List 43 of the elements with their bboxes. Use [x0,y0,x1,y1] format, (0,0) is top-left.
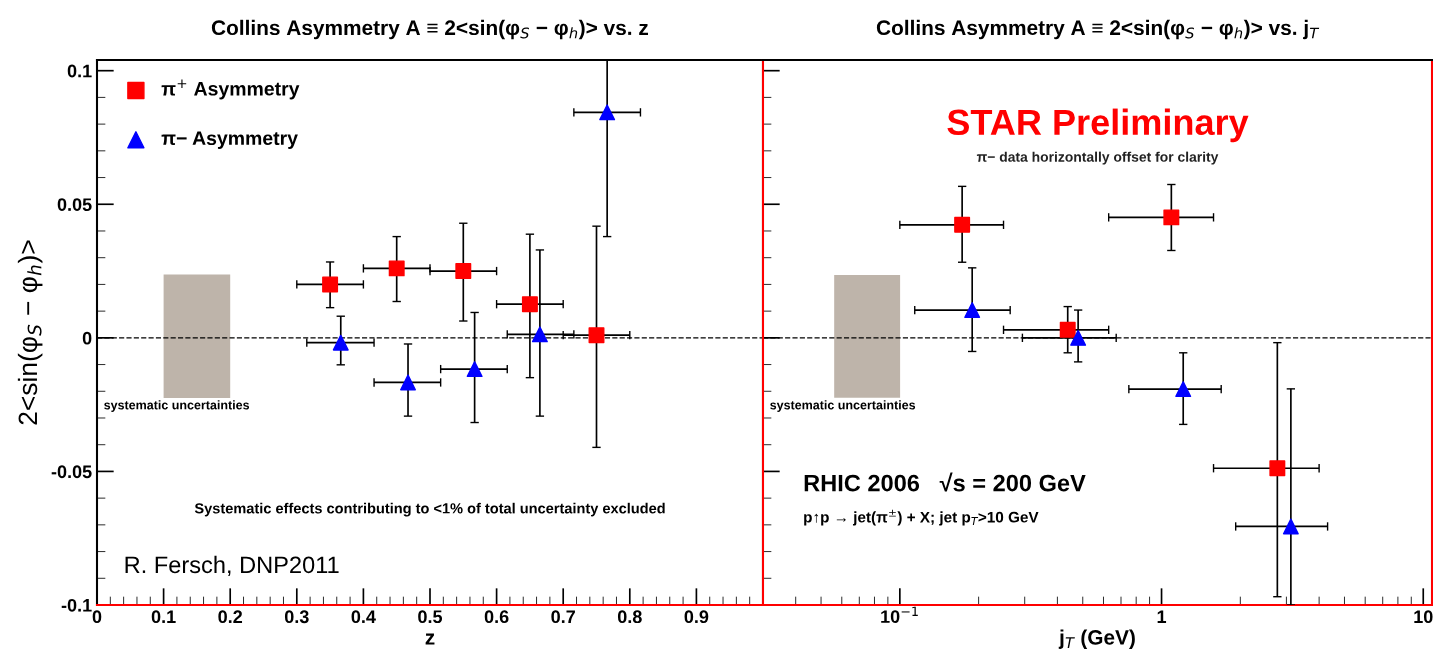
annotation: systematic uncertainties [104,400,250,412]
annotation: π− data horizontally offset for clarity [976,151,1219,165]
annotation: systematic uncertainties [770,400,916,412]
point [400,374,417,391]
x-tick-label: 0.6 [484,610,509,624]
x-tick-label: 0.4 [351,610,376,624]
x-axis-title: j$_{T}$ (GeV) [1058,629,1135,649]
x-tick-label: 0.1 [151,610,176,624]
x-tick-label: 10$^{−1}$ [881,606,918,623]
point [466,361,483,378]
x-tick-label: 1 [1157,610,1167,623]
point [588,327,605,344]
annotation: Systematic effects contributing to <1% of total uncertainty excluded [194,502,665,517]
y-tick-label: 0.1 [67,64,92,78]
y-tick-label: -0.05 [51,465,92,479]
x-tick-label: 0.5 [418,610,443,624]
x-axis-title: z [425,633,435,645]
annotation: RHIC 2006 √s = 200 GeV [804,472,1086,492]
point [332,334,349,351]
point [322,276,339,293]
legend-label: π− Asymmetry [161,131,298,149]
x-tick-label: 0.8 [617,610,642,624]
annotation: p↑p → jet(π$^{±}$) + X; jet p$_{T}$>10 GeV [804,509,1039,526]
x-tick-label: 0.3 [284,610,309,624]
y-tick-label: -0.1 [61,598,92,612]
point [455,263,472,280]
chart-title: Collins Asymmetry A ≡ 2<sin(φ$_{S}$ − φ$_{h}$)> vs. j$_{T}$ [876,19,1320,40]
x-tick-label: 0.2 [218,610,243,624]
y-axis-title: 2<sin(φ$_{S}$ − φ$_{h}$)> [17,240,43,425]
y-tick-label: 0.05 [57,198,92,211]
chart-title: Collins Asymmetry A ≡ 2<sin(φ$_{S}$ − φ$_{h}$)> vs. z [211,19,649,40]
point [388,260,405,277]
annotation: STAR Preliminary [947,108,1249,143]
x-tick-label: 0 [92,610,102,624]
point [531,326,548,343]
annotation: R. Fersch, DNP2011 [125,555,339,576]
x-tick-label: 10 [1414,610,1433,624]
legend-label: π$^{+}$ Asymmetry [161,79,300,100]
x-tick-label: 0.9 [684,610,709,624]
y-tick-label: 0 [82,331,92,345]
point [521,296,538,313]
point [599,104,616,121]
x-tick-label: 0.7 [551,610,575,624]
